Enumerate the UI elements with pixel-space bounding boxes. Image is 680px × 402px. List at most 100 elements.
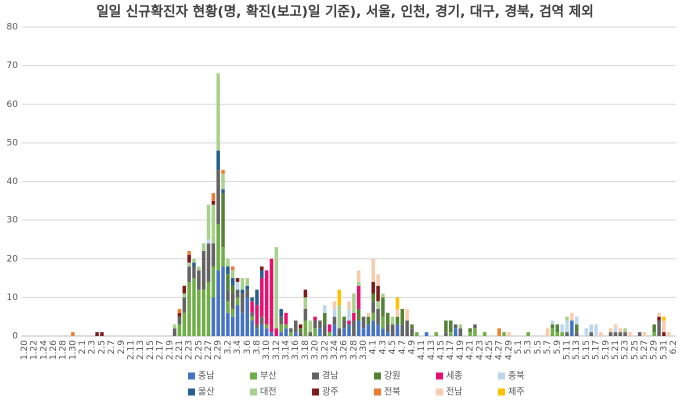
bar-segment xyxy=(371,281,375,294)
bar-segment xyxy=(337,328,342,336)
bar-segment xyxy=(245,285,250,290)
x-tick-label: 4.13 xyxy=(427,340,437,360)
bar-segment xyxy=(376,285,380,302)
bar-segment xyxy=(386,324,390,333)
legend-swatch xyxy=(436,372,443,380)
bar-segment xyxy=(182,297,187,313)
bar-segment xyxy=(623,328,627,333)
x-tick-label: 4.9 xyxy=(407,340,417,355)
x-tick-label: 1.28 xyxy=(59,340,69,360)
bar-segment xyxy=(226,312,230,336)
bar-segment xyxy=(293,320,298,333)
x-tick-label: 5.19 xyxy=(601,340,611,360)
bar-segment xyxy=(230,308,235,317)
bar-segment xyxy=(323,305,327,313)
bar-segment xyxy=(613,328,618,333)
bar-segment xyxy=(618,328,623,333)
bar-segment xyxy=(628,332,632,336)
bar-segment xyxy=(376,308,380,325)
x-tick-label: 5.9 xyxy=(553,340,563,355)
bar-segment xyxy=(235,297,240,306)
bar-segment xyxy=(298,332,303,336)
bar-segment xyxy=(526,332,530,336)
legend-swatch xyxy=(188,388,195,396)
y-tick-label: 20 xyxy=(7,254,19,264)
bar-segment xyxy=(657,312,661,317)
bar-segment xyxy=(235,281,240,290)
bar-segment xyxy=(250,312,254,317)
bar-segment xyxy=(458,324,463,329)
bar-segment xyxy=(555,332,560,336)
x-tick-label: 5.21 xyxy=(611,340,621,360)
bar-segment xyxy=(255,324,259,329)
bar-segment xyxy=(657,316,661,321)
bar-segment xyxy=(245,278,250,286)
bar-segment xyxy=(303,297,308,309)
bar-segment xyxy=(352,312,356,321)
x-tick-label: 3.12 xyxy=(272,340,282,360)
bar-segment xyxy=(589,324,593,333)
bar-segment xyxy=(502,332,506,336)
bar-segment xyxy=(497,328,501,336)
x-tick-label: 2.5 xyxy=(97,340,107,354)
bar-segment xyxy=(381,297,385,317)
bar-segment xyxy=(303,308,308,321)
bar-segment xyxy=(468,328,472,333)
bar-segment xyxy=(342,320,346,329)
bar-segment xyxy=(400,324,405,336)
bar-segment xyxy=(260,278,264,317)
bar-segment xyxy=(177,308,182,313)
bar-segment xyxy=(250,301,254,313)
legend-swatch xyxy=(312,372,319,380)
x-tick-label: 3.22 xyxy=(320,340,330,360)
bar-segment xyxy=(327,324,332,333)
legend-label: 충북 xyxy=(508,371,525,382)
bar-segment xyxy=(255,328,259,336)
bar-segment xyxy=(182,285,187,294)
bar-segment xyxy=(342,316,346,321)
bar-segment xyxy=(599,332,603,336)
bar-segment xyxy=(235,278,240,282)
bar-segment xyxy=(662,320,666,333)
bar-segment xyxy=(95,332,99,336)
legend-label: 전북 xyxy=(384,387,401,398)
x-tick-label: 5.29 xyxy=(650,340,660,360)
bar-segment xyxy=(318,328,322,336)
bar-segment xyxy=(565,316,569,321)
bar-segment xyxy=(371,258,375,282)
bar-segment xyxy=(386,332,390,336)
bar-segment xyxy=(274,328,279,336)
bar-segment xyxy=(637,332,642,336)
bar-segment xyxy=(395,316,400,325)
bar-segment xyxy=(327,332,332,336)
x-tick-label: 1.26 xyxy=(49,340,59,360)
bar-segment xyxy=(211,297,216,336)
bar-segment xyxy=(458,328,463,336)
bar-segment xyxy=(618,332,623,336)
bar-segment xyxy=(221,189,225,194)
x-tick-label: 2.3 xyxy=(88,340,98,354)
y-tick-label: 50 xyxy=(7,138,19,148)
bar-segment xyxy=(289,328,293,333)
bar-segment xyxy=(565,332,569,336)
bar-segment xyxy=(332,301,337,309)
bar-segment xyxy=(395,308,400,317)
bar-segment xyxy=(264,324,269,329)
bar-segment xyxy=(482,332,487,336)
x-tick-label: 5.1 xyxy=(514,340,524,354)
x-tick-label: 3.26 xyxy=(340,340,350,360)
x-tick-label: 4.17 xyxy=(446,340,456,360)
bar-segment xyxy=(260,266,264,271)
x-tick-label: 3.30 xyxy=(359,340,369,360)
bar-segment xyxy=(652,332,656,336)
legend-label: 부산 xyxy=(260,371,277,382)
x-tick-label: 4.1 xyxy=(369,340,379,354)
bar-segment xyxy=(308,320,312,333)
bar-segment xyxy=(269,332,274,336)
bar-segment xyxy=(352,293,356,313)
bar-segment xyxy=(381,293,385,298)
legend-label: 울산 xyxy=(198,387,215,398)
bar-segment xyxy=(192,278,196,336)
bar-segment xyxy=(211,200,216,205)
chart-title: 일일 신규확진자 현황(명, 확진(보고)일 기준), 서울, 인천, 경기, … xyxy=(96,3,593,20)
